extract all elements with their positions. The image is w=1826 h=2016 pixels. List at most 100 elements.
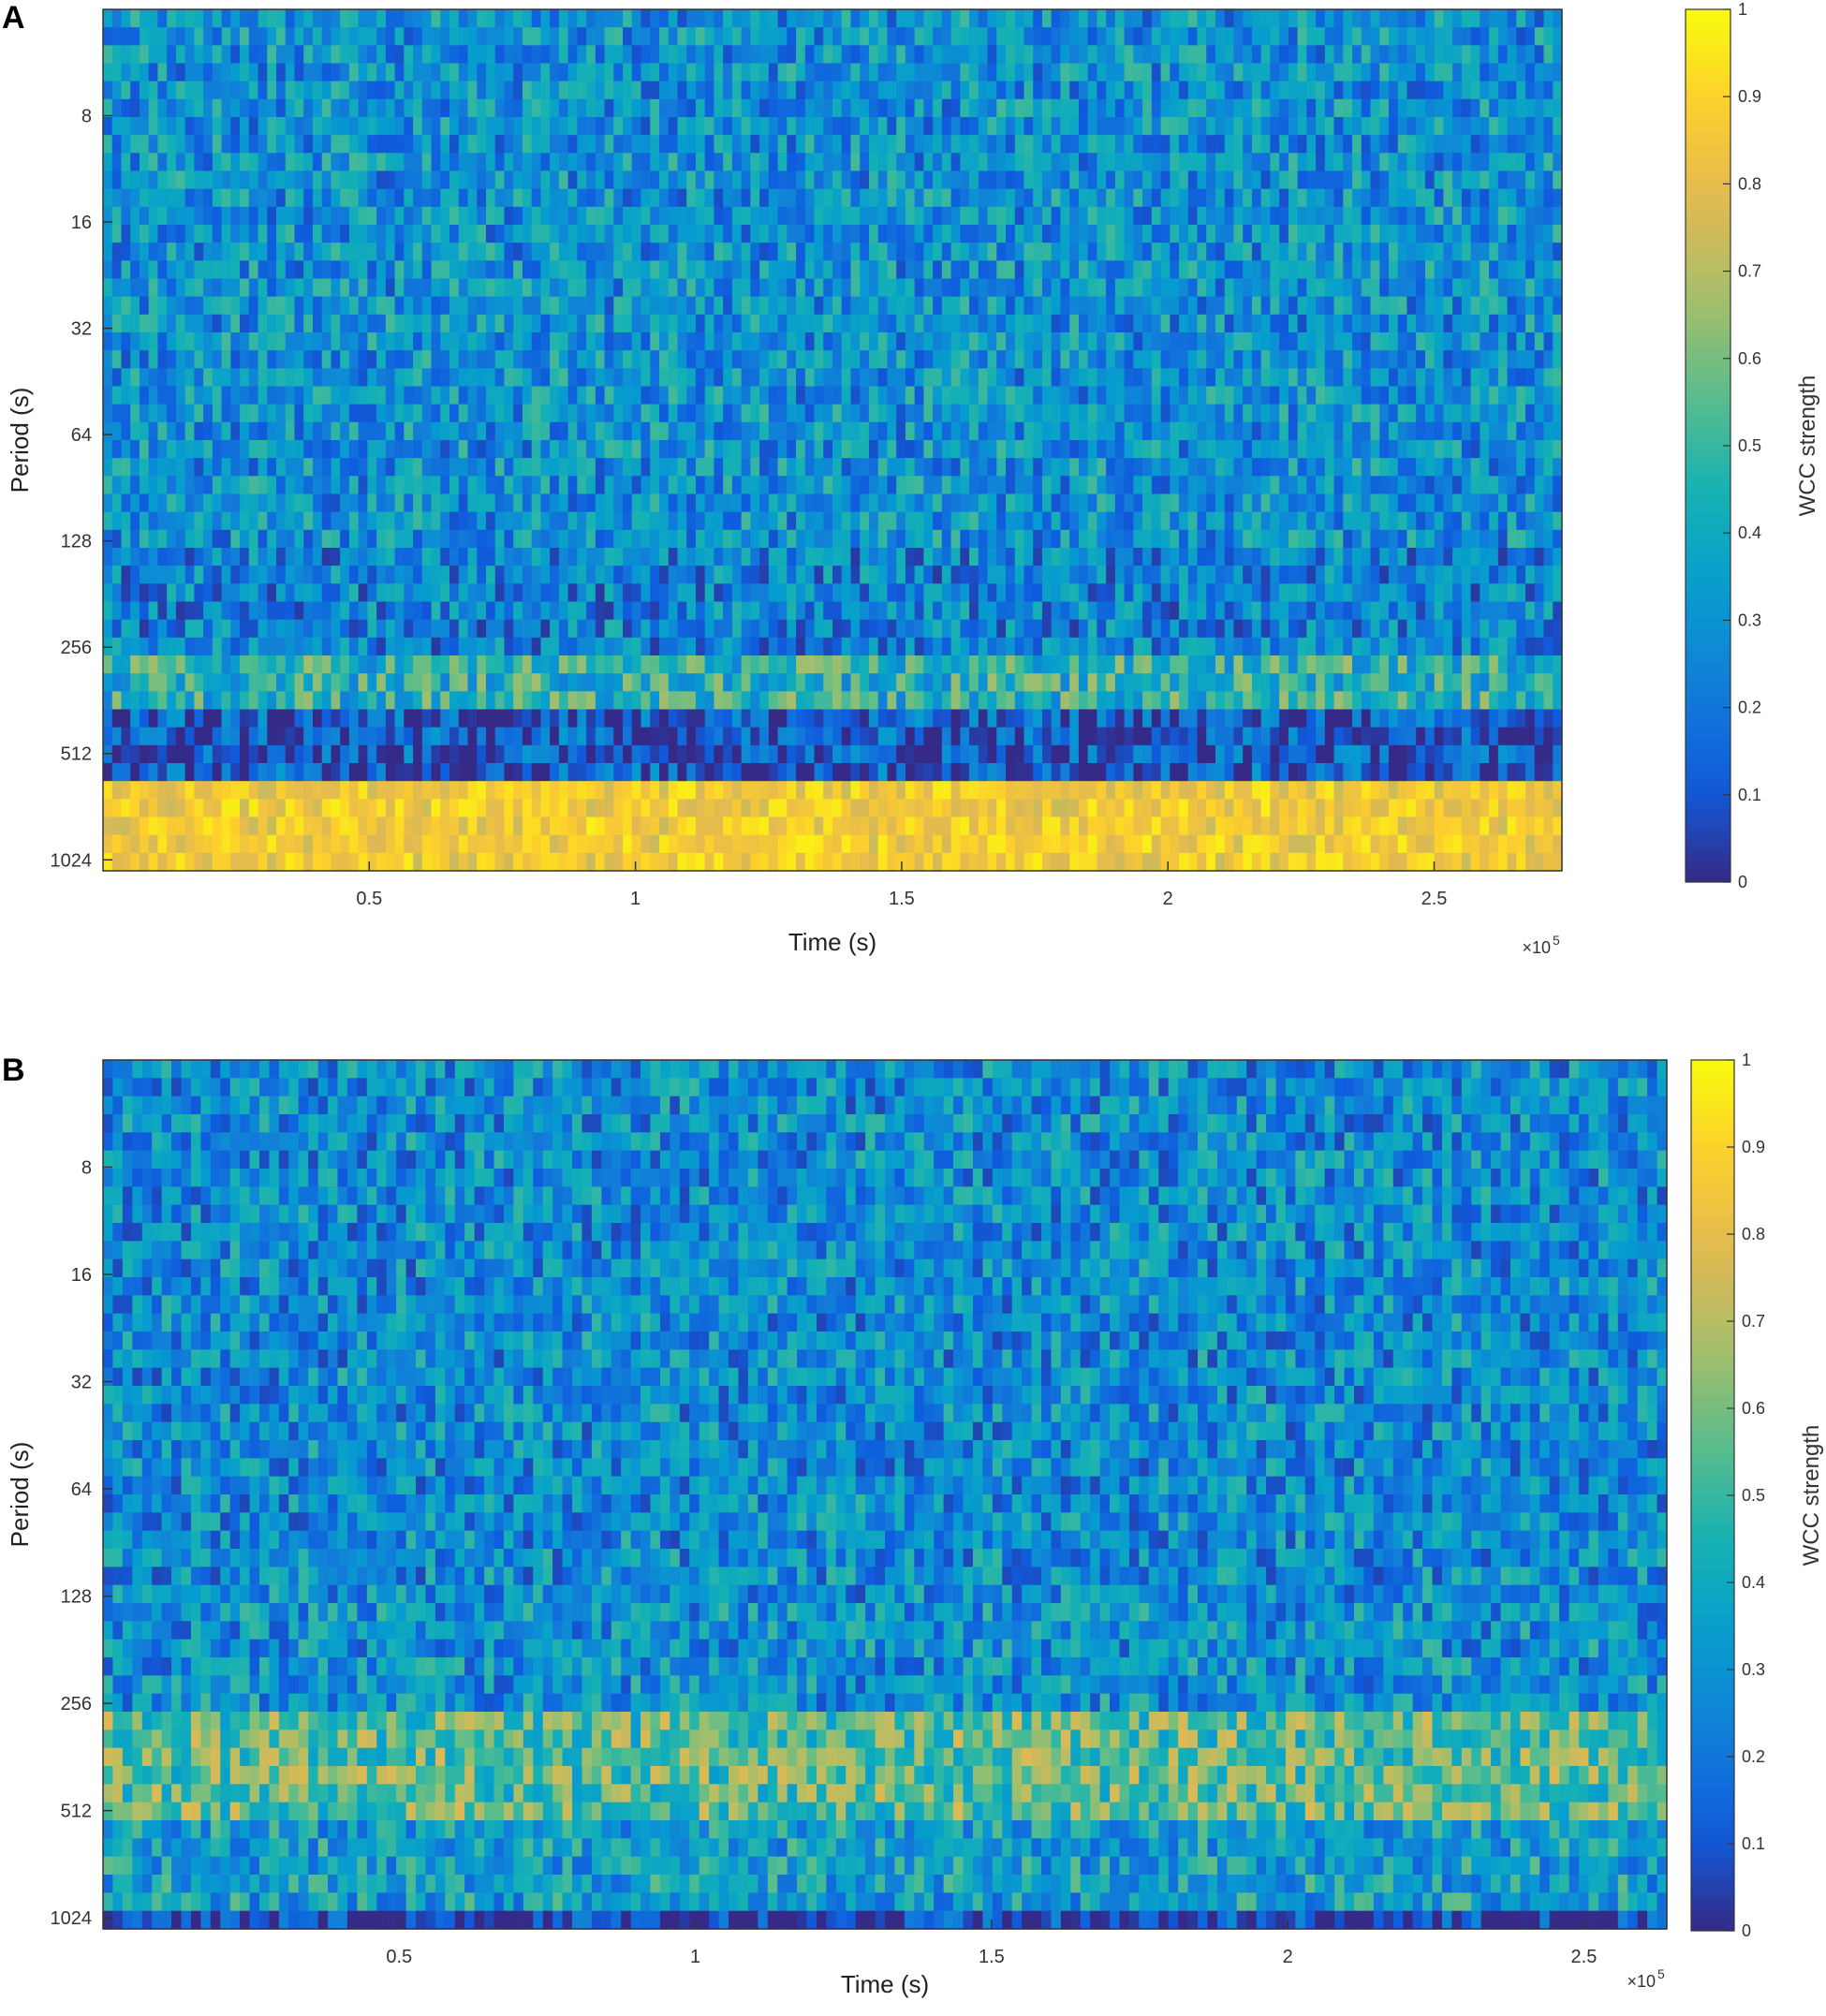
heatmap-cell (1525, 458, 1536, 477)
heatmap-cell (814, 9, 824, 28)
heatmap-cell (731, 421, 743, 441)
heatmap-cell (1179, 440, 1189, 459)
heatmap-cell (558, 135, 569, 154)
heatmap-cell (130, 188, 140, 208)
heatmap-cell (750, 260, 760, 280)
heatmap-cell (604, 117, 614, 136)
heatmap-cell (832, 440, 843, 459)
heatmap-cell (1197, 386, 1207, 405)
heatmap-cell (750, 511, 760, 531)
heatmap-cell (1114, 332, 1126, 351)
heatmap-cell (1033, 45, 1043, 65)
heatmap-cell (1106, 404, 1116, 423)
heatmap-cell (950, 45, 961, 65)
heatmap-cell (704, 314, 715, 333)
heatmap-cell (1006, 45, 1016, 65)
heatmap-cell (768, 421, 779, 441)
heatmap-cell (194, 225, 204, 243)
heatmap-cell (814, 476, 824, 495)
heatmap-cell (331, 278, 341, 298)
heatmap-cell (358, 548, 368, 567)
heatmap-cell (896, 153, 906, 172)
heatmap-cell (1361, 135, 1372, 154)
heatmap-cell (741, 368, 751, 388)
heatmap-cell (276, 27, 287, 46)
heatmap-cell (1397, 314, 1408, 333)
heatmap-cell (860, 135, 870, 154)
heatmap-cell (1333, 27, 1344, 46)
heatmap-cell (1206, 493, 1216, 513)
heatmap-cell (741, 98, 751, 118)
heatmap-cell (695, 548, 706, 567)
heatmap-cell (1507, 45, 1517, 65)
heatmap-cell (494, 386, 506, 405)
heatmap-cell (623, 296, 633, 316)
heatmap-cell (1306, 27, 1317, 46)
heatmap-cell (1215, 440, 1226, 459)
heatmap-cell (577, 296, 587, 316)
heatmap-cell (631, 98, 642, 118)
heatmap-cell (294, 260, 304, 280)
heatmap-cell (1041, 45, 1053, 65)
heatmap-cell (641, 243, 651, 261)
heatmap-cell (950, 368, 961, 388)
heatmap-cell (1041, 493, 1053, 513)
heatmap-cell (668, 548, 679, 567)
heatmap-cell (1324, 260, 1335, 280)
heatmap-cell (1023, 98, 1034, 118)
heatmap-cell (987, 63, 997, 82)
heatmap-cell (1187, 404, 1199, 423)
heatmap-cell (358, 332, 368, 351)
heatmap-cell (1170, 98, 1180, 118)
heatmap-cell (841, 98, 852, 118)
heatmap-cell (1525, 440, 1536, 459)
heatmap-cell (1434, 314, 1445, 333)
heatmap-cell (1553, 45, 1563, 65)
heatmap-cell (394, 225, 405, 243)
heatmap-cell (1497, 153, 1509, 172)
heatmap-cell (1333, 206, 1344, 226)
heatmap-cell (650, 529, 660, 549)
heatmap-cell (1033, 225, 1043, 243)
heatmap-cell (1087, 493, 1097, 513)
heatmap-cell (567, 458, 578, 477)
heatmap-cell (960, 117, 970, 136)
heatmap-cell (340, 548, 350, 567)
heatmap-cell (203, 206, 214, 226)
heatmap-cell (421, 225, 433, 243)
heatmap-cell (540, 404, 551, 423)
heatmap-cell (759, 27, 770, 46)
heatmap-cell (1078, 404, 1089, 423)
heatmap-cell (731, 332, 743, 351)
heatmap-cell (796, 421, 806, 441)
heatmap-cell (1260, 493, 1271, 513)
heatmap-cell (1041, 170, 1053, 190)
heatmap-cell (167, 404, 177, 423)
heatmap-cell (1014, 493, 1025, 513)
heatmap-cell (768, 81, 779, 100)
heatmap-cell (1114, 350, 1126, 369)
heatmap-cell (905, 188, 916, 208)
heatmap-cell (1106, 511, 1116, 531)
heatmap-cell (1170, 9, 1180, 28)
heatmap-cell (1388, 404, 1399, 423)
heatmap-cell (595, 81, 606, 100)
heatmap-cell (1187, 117, 1199, 136)
heatmap-cell (613, 476, 624, 495)
heatmap-cell (877, 529, 889, 549)
heatmap-cell (1187, 243, 1199, 261)
heatmap-cell (394, 188, 405, 208)
heatmap-cell (759, 404, 770, 423)
heatmap-cell (868, 332, 879, 351)
heatmap-cell (996, 170, 1007, 190)
heatmap-cell (1041, 153, 1053, 172)
heatmap-cell (987, 206, 997, 226)
heatmap-cell (1553, 260, 1563, 280)
heatmap-cell (978, 548, 989, 567)
heatmap-cell (905, 493, 916, 513)
heatmap-cell (367, 98, 377, 118)
heatmap-cell (540, 511, 551, 531)
heatmap-cell (823, 206, 833, 226)
heatmap-cell (969, 404, 979, 423)
heatmap-cell (348, 529, 360, 549)
